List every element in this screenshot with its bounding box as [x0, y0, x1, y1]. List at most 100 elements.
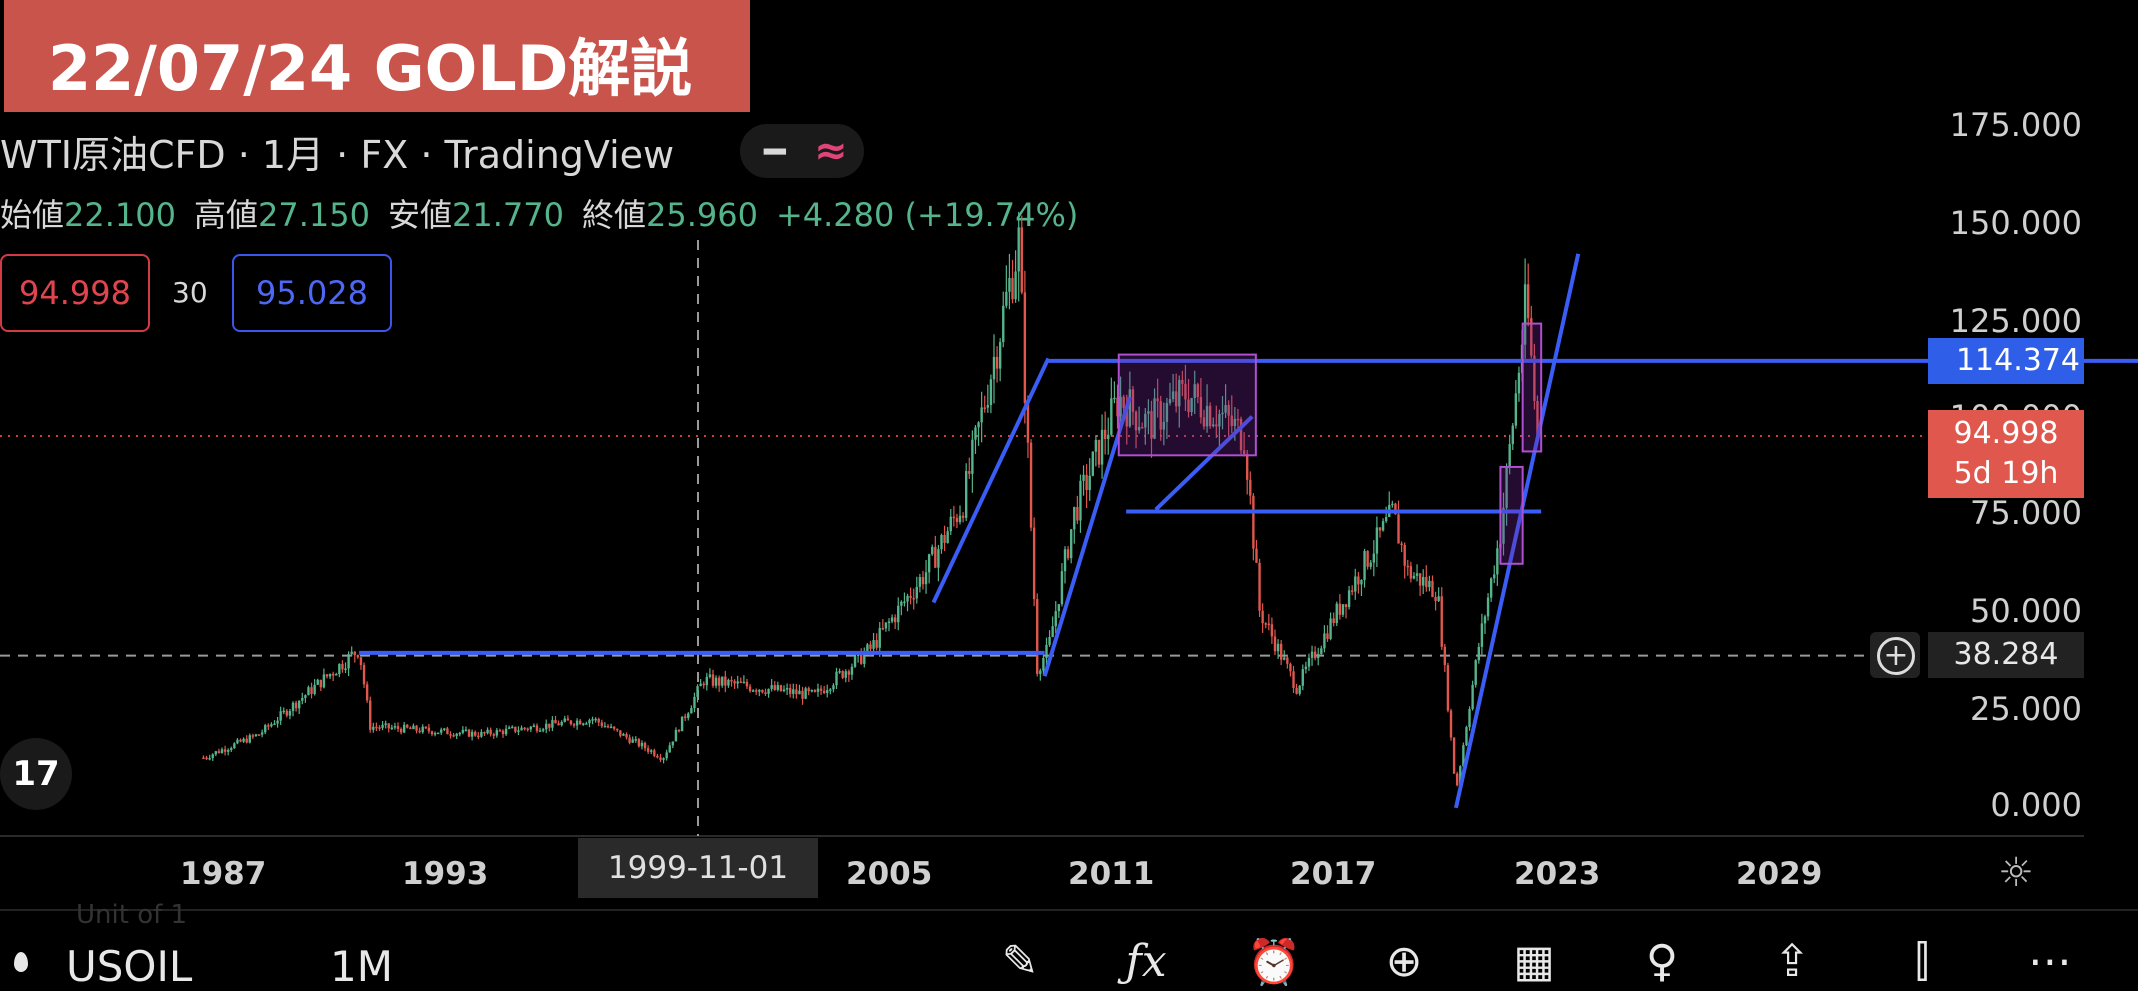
candle-body — [702, 683, 705, 686]
chart-settings-icon[interactable]: ☼ — [1998, 850, 2034, 896]
candle-body — [822, 690, 826, 694]
plus-circle-icon[interactable]: ⊕ — [1385, 936, 1423, 987]
candle-body — [1060, 571, 1064, 605]
candle-body — [347, 654, 350, 669]
candle-body — [622, 734, 625, 736]
symbol-button[interactable]: USOIL — [66, 942, 193, 991]
candle-body — [612, 726, 616, 729]
candle-body — [1496, 548, 1499, 575]
candle-body — [634, 739, 637, 741]
candle-body — [1144, 413, 1147, 428]
candle-body — [1381, 521, 1385, 531]
candle-body — [1415, 573, 1419, 576]
hline-price-tag[interactable]: 114.374 — [1928, 338, 2084, 384]
candle-body — [1462, 745, 1465, 767]
candle-body — [393, 726, 397, 728]
candle-body — [733, 681, 736, 684]
candle-body — [1313, 651, 1317, 659]
candle-body — [501, 730, 505, 735]
candle-body — [1489, 578, 1493, 598]
candle-body — [1474, 660, 1477, 685]
sell-button[interactable]: 94.998 — [0, 254, 150, 332]
candle-body — [319, 679, 323, 688]
candle-body — [1369, 562, 1372, 567]
candle-body — [359, 657, 363, 666]
candle-body — [545, 723, 548, 730]
candle-body — [1002, 305, 1005, 343]
wave-icon[interactable]: ≈ — [814, 128, 848, 174]
candle-body — [1289, 663, 1292, 672]
candle-body — [829, 689, 832, 691]
candle-body — [1499, 543, 1502, 549]
candle-body — [1468, 709, 1471, 728]
candle-body — [264, 725, 267, 733]
candle-body — [773, 685, 776, 690]
crosshair-price-tag: 38.284 — [1928, 632, 2084, 678]
candle-body — [486, 729, 489, 734]
candle-body — [810, 689, 814, 692]
candle-body — [1403, 545, 1406, 566]
title-banner: 22/07/24 GOLD解説 — [4, 0, 750, 112]
candle-body — [387, 723, 390, 729]
candle-body — [381, 724, 384, 728]
candle-body — [721, 676, 724, 686]
candle-body — [245, 738, 248, 743]
candle-body — [523, 727, 526, 730]
candle-body — [1422, 576, 1425, 586]
price-tick: 75.000 — [1970, 494, 2082, 532]
candle-body — [1125, 407, 1128, 427]
candle-body — [406, 724, 409, 728]
candle-body — [900, 601, 903, 606]
candle-body — [989, 379, 993, 406]
candle-body — [745, 681, 749, 687]
timeframe-button[interactable]: 1M — [330, 942, 393, 991]
legend-sep: · — [324, 133, 361, 177]
more-icon[interactable]: ⋯ — [2028, 936, 2072, 987]
candle-body — [1455, 773, 1459, 786]
candle-body — [1449, 710, 1453, 738]
share-icon[interactable]: ⇪ — [1773, 936, 1811, 987]
fx-icon[interactable]: ƒx — [1125, 936, 1167, 987]
candle-body — [588, 720, 591, 724]
candle-body — [353, 651, 356, 656]
candle-body — [665, 752, 668, 759]
candle-body — [242, 738, 245, 742]
candle-body — [1181, 379, 1184, 384]
candle-body — [492, 734, 495, 736]
candle-body — [804, 688, 807, 699]
candle-body — [1304, 666, 1308, 670]
buy-button[interactable]: 95.028 — [232, 254, 392, 332]
candle-body — [1258, 562, 1261, 611]
candle-body — [1375, 527, 1379, 554]
candle-body — [813, 689, 817, 692]
quantity-value[interactable]: 30 — [172, 276, 208, 309]
candle-body — [835, 671, 838, 686]
candle-body — [455, 733, 458, 737]
candle-body — [761, 689, 764, 693]
lightbulb-icon[interactable]: ♀ — [1645, 936, 1679, 987]
high-value: 27.150 — [258, 196, 370, 234]
grid-icon[interactable]: ▦ — [1513, 936, 1555, 987]
candle-body — [458, 732, 461, 735]
minus-icon[interactable]: ━ — [764, 132, 786, 173]
indicator-visibility-toggle[interactable]: ━ ≈ — [740, 124, 864, 178]
chart-legend[interactable]: WTI原油CFD · 1月 · FX · TradingView — [0, 124, 674, 179]
alarm-icon[interactable]: ⏰ — [1246, 937, 1302, 988]
last-price-value: 94.998 — [1953, 416, 2059, 451]
candle-body — [1286, 657, 1289, 664]
candle-body — [1276, 643, 1280, 652]
candle-body — [1218, 414, 1221, 427]
candle-body — [233, 743, 236, 749]
candle-body — [464, 729, 468, 732]
candle-body — [640, 742, 644, 747]
candle-body — [714, 677, 718, 686]
pencil-icon[interactable]: ✎ — [1001, 936, 1039, 987]
candle-body — [1480, 623, 1484, 647]
add-at-price-button[interactable]: + — [1870, 632, 1920, 678]
trend-line — [931, 357, 1051, 604]
drop-icon — [14, 952, 28, 972]
crosshair-date-tag: 1999-11-01 — [578, 838, 818, 898]
candle-body — [1310, 651, 1314, 658]
candle-body — [560, 721, 563, 726]
candles-icon[interactable]: ⫿ — [1914, 936, 1930, 987]
